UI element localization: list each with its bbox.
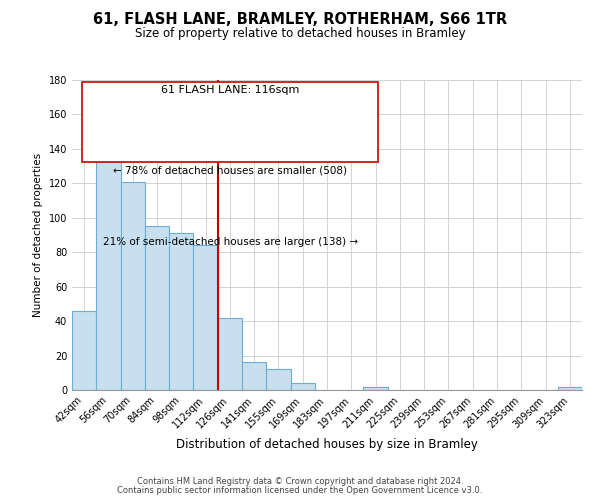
- Bar: [121, 182, 145, 390]
- Bar: [169, 234, 193, 390]
- Text: Contains HM Land Registry data © Crown copyright and database right 2024.: Contains HM Land Registry data © Crown c…: [137, 477, 463, 486]
- Text: ← 78% of detached houses are smaller (508): ← 78% of detached houses are smaller (50…: [113, 165, 347, 175]
- Text: Size of property relative to detached houses in Bramley: Size of property relative to detached ho…: [134, 28, 466, 40]
- Bar: [364, 386, 388, 390]
- Text: Contains public sector information licensed under the Open Government Licence v3: Contains public sector information licen…: [118, 486, 482, 495]
- FancyBboxPatch shape: [82, 82, 378, 162]
- Bar: [266, 370, 290, 390]
- Text: 21% of semi-detached houses are larger (138) →: 21% of semi-detached houses are larger (…: [103, 236, 358, 246]
- Bar: [72, 311, 96, 390]
- Bar: [96, 140, 121, 390]
- Bar: [218, 318, 242, 390]
- Bar: [558, 386, 582, 390]
- Y-axis label: Number of detached properties: Number of detached properties: [33, 153, 43, 317]
- Bar: [193, 246, 218, 390]
- Bar: [242, 362, 266, 390]
- Bar: [290, 383, 315, 390]
- Bar: [145, 226, 169, 390]
- X-axis label: Distribution of detached houses by size in Bramley: Distribution of detached houses by size …: [176, 438, 478, 451]
- Text: 61, FLASH LANE, BRAMLEY, ROTHERHAM, S66 1TR: 61, FLASH LANE, BRAMLEY, ROTHERHAM, S66 …: [93, 12, 507, 28]
- Text: 61 FLASH LANE: 116sqm: 61 FLASH LANE: 116sqm: [161, 84, 299, 94]
